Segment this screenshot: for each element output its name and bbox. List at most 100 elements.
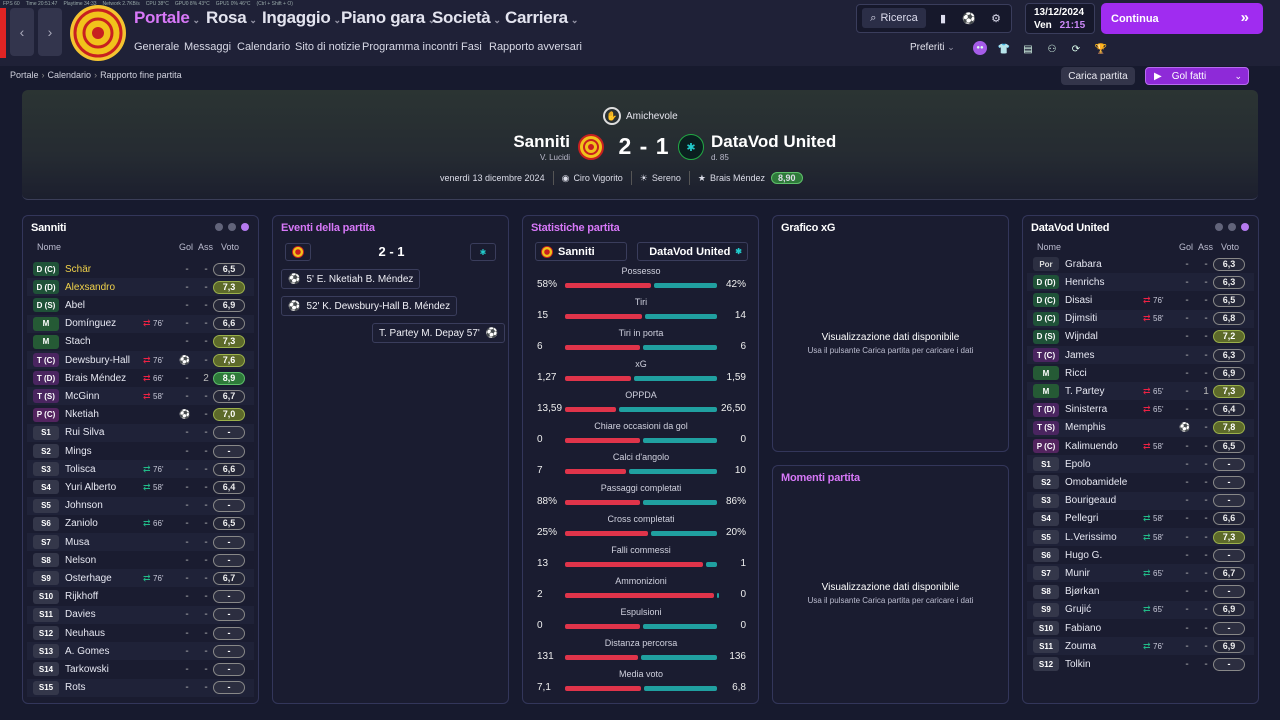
player-row[interactable]: T (S) Memphis ⚽ -7,8 [1027, 418, 1254, 437]
player-row[interactable]: T (D) Sinisterra ⇄ 65' - -6,4 [1027, 401, 1254, 419]
col-gol[interactable]: Gol [179, 242, 194, 252]
nav-piano-gara[interactable]: Piano gara ⌄ [341, 8, 436, 27]
player-row[interactable]: S10 Rijkhoff - - - [27, 588, 254, 606]
player-name[interactable]: Johnson [65, 500, 103, 512]
player-name[interactable]: Davies [65, 609, 96, 621]
player-row[interactable]: S4 Pellegri ⇄ 58' - -6,6 [1027, 510, 1254, 528]
player-row[interactable]: S13 A. Gomes - - - [27, 642, 254, 661]
player-name[interactable]: Brais Méndez [65, 372, 127, 384]
player-row[interactable]: S9 Osterhage ⇄ 76' - -6,7 [27, 569, 254, 588]
player-name[interactable]: Henrichs [1065, 276, 1105, 288]
player-name[interactable]: Wijndal [1065, 331, 1098, 343]
player-row[interactable]: T (C) James - -6,3 [1027, 346, 1254, 364]
bookmark-button[interactable]: ▮ [932, 8, 954, 28]
event-goal[interactable]: T. Partey M. Depay 57' ⚽ [372, 323, 506, 343]
shirt-icon[interactable]: 👕 [997, 43, 1011, 55]
breadcrumb-portale[interactable]: Portale [10, 70, 39, 80]
nav-societa[interactable]: Società ⌄ [432, 8, 501, 27]
player-row[interactable]: D (D) Henrichs - -6,3 [1027, 273, 1254, 292]
player-row[interactable]: S6 Hugo G. - - - [1027, 546, 1254, 564]
player-name[interactable]: Fabiano [1065, 622, 1102, 634]
player-name[interactable]: Tolkin [1065, 658, 1091, 670]
player-row[interactable]: Por Grabara - -6,3 [1027, 255, 1254, 273]
player-name[interactable]: Schär [65, 263, 92, 275]
col-voto[interactable]: Voto [1221, 242, 1240, 252]
player-name[interactable]: McGinn [65, 390, 100, 402]
player-row[interactable]: D (C) Disasi ⇄ 76' - -6,5 [1027, 291, 1254, 309]
player-row[interactable]: M T. Partey ⇄ 65' - 1 7,3 [1027, 382, 1254, 401]
player-row[interactable]: S8 Nelson - - - [27, 551, 254, 569]
player-row[interactable]: T (D) Brais Méndez ⇄ 66' - 2 8,9 [27, 369, 254, 387]
player-row[interactable]: S5 L.Verissimo ⇄ 58' - -7,3 [1027, 528, 1254, 546]
player-row[interactable]: P (C) Kalimuendo ⇄ 58' - -6,5 [1027, 437, 1254, 455]
subnav-programma[interactable]: Programma incontri [362, 41, 458, 53]
player-name[interactable]: Mings [65, 445, 92, 457]
forward-button[interactable]: › [38, 8, 62, 56]
player-name[interactable]: Zouma [1065, 640, 1097, 652]
player-name[interactable]: Dewsbury-Hall [65, 354, 131, 366]
gol-fatti-dropdown[interactable]: ▶ Gol fatti ⌄ [1145, 67, 1249, 85]
player-name[interactable]: Ricci [1065, 367, 1087, 379]
player-row[interactable]: S7 Munir ⇄ 65' - -6,7 [1027, 564, 1254, 583]
player-row[interactable]: T (C) Dewsbury-Hall ⇄ 76' ⚽ -7,6 [27, 351, 254, 369]
player-name[interactable]: Osterhage [65, 572, 112, 584]
nav-rosa[interactable]: Rosa ⌄ [206, 8, 257, 27]
subnav-rapporto-avversari[interactable]: Rapporto avversari [489, 41, 582, 53]
player-row[interactable]: P (C) Nketiah ⚽ -7,0 [27, 406, 254, 424]
player-name[interactable]: Stach [65, 336, 91, 348]
player-name[interactable]: Sinisterra [1065, 404, 1108, 416]
player-name[interactable]: Pellegri [1065, 513, 1099, 525]
player-row[interactable]: S8 Bjørkan - - - [1027, 583, 1254, 601]
player-name[interactable]: Tarkowski [65, 663, 109, 675]
subnav-fasi[interactable]: Fasi [461, 41, 482, 53]
nav-ingaggio[interactable]: Ingaggio ⌄ [262, 8, 341, 27]
event-goal[interactable]: ⚽ 5' E. Nketiah B. Méndez [281, 269, 421, 289]
player-row[interactable]: D (S) Abel - -6,9 [27, 296, 254, 314]
player-row[interactable]: S1 Epolo - - - [1027, 455, 1254, 474]
player-row[interactable]: T (S) McGinn ⇄ 58' - -6,7 [27, 387, 254, 406]
view-dots[interactable] [1215, 223, 1249, 231]
player-name[interactable]: Djimsiti [1065, 313, 1098, 325]
player-row[interactable]: S9 Grujić ⇄ 65' - -6,9 [1027, 600, 1254, 619]
player-row[interactable]: S11 Davies - - - [27, 605, 254, 624]
refresh-icon[interactable]: ⟳ [1071, 43, 1081, 55]
view-dots[interactable] [215, 223, 249, 231]
ball-button[interactable]: ⚽ [958, 8, 980, 28]
subnav-calendario[interactable]: Calendario [237, 41, 291, 53]
player-name[interactable]: Kalimuendo [1065, 440, 1118, 452]
player-row[interactable]: S5 Johnson - - - [27, 496, 254, 515]
player-name[interactable]: Alexsandro [65, 281, 116, 293]
player-name[interactable]: Musa [65, 536, 90, 548]
carica-partita-button[interactable]: Carica partita [1061, 67, 1135, 85]
player-name[interactable]: Epolo [1065, 458, 1091, 470]
player-name[interactable]: Tolisca [65, 463, 96, 475]
player-row[interactable]: S10 Fabiano - - - [1027, 619, 1254, 637]
player-name[interactable]: Disasi [1065, 294, 1093, 306]
player-row[interactable]: D (C) Djimsiti ⇄ 58' - -6,8 [1027, 309, 1254, 328]
player-name[interactable]: L.Verissimo [1065, 531, 1117, 543]
player-name[interactable]: Neuhaus [65, 627, 106, 639]
subnav-messaggi[interactable]: Messaggi [184, 41, 232, 53]
settings-button[interactable]: ⚙ [985, 8, 1007, 28]
player-row[interactable]: M Stach - -7,3 [27, 333, 254, 351]
breadcrumb-calendario[interactable]: Calendario [47, 70, 92, 80]
player-name[interactable]: Nketiah [65, 409, 99, 421]
player-row[interactable]: S4 Yuri Alberto ⇄ 58' - -6,4 [27, 478, 254, 496]
col-gol[interactable]: Gol [1179, 242, 1194, 252]
player-row[interactable]: S1 Rui Silva - - - [27, 423, 254, 442]
continue-button[interactable]: Continua» [1101, 3, 1263, 34]
home-team-name[interactable]: Sanniti [513, 132, 570, 151]
player-name[interactable]: Bjørkan [1065, 586, 1100, 598]
subnav-sito-notizie[interactable]: Sito di notizie [295, 41, 361, 53]
player-name[interactable]: Rijkhoff [65, 591, 99, 603]
player-name[interactable]: Bourigeaud [1065, 495, 1117, 507]
motm-name[interactable]: Brais Méndez [709, 173, 766, 183]
player-row[interactable]: S12 Neuhaus - - - [27, 624, 254, 642]
player-row[interactable]: D (S) Wijndal - -7,2 [1027, 328, 1254, 346]
player-row[interactable]: S11 Zouma ⇄ 76' - -6,9 [1027, 637, 1254, 656]
player-name[interactable]: Grabara [1065, 258, 1102, 270]
player-name[interactable]: T. Partey [1065, 385, 1105, 397]
player-row[interactable]: D (C) Schär - -6,5 [27, 260, 254, 278]
player-row[interactable]: S15 Rots - - - [27, 678, 254, 697]
search-button[interactable]: ⌕ Ricerca [862, 8, 926, 28]
